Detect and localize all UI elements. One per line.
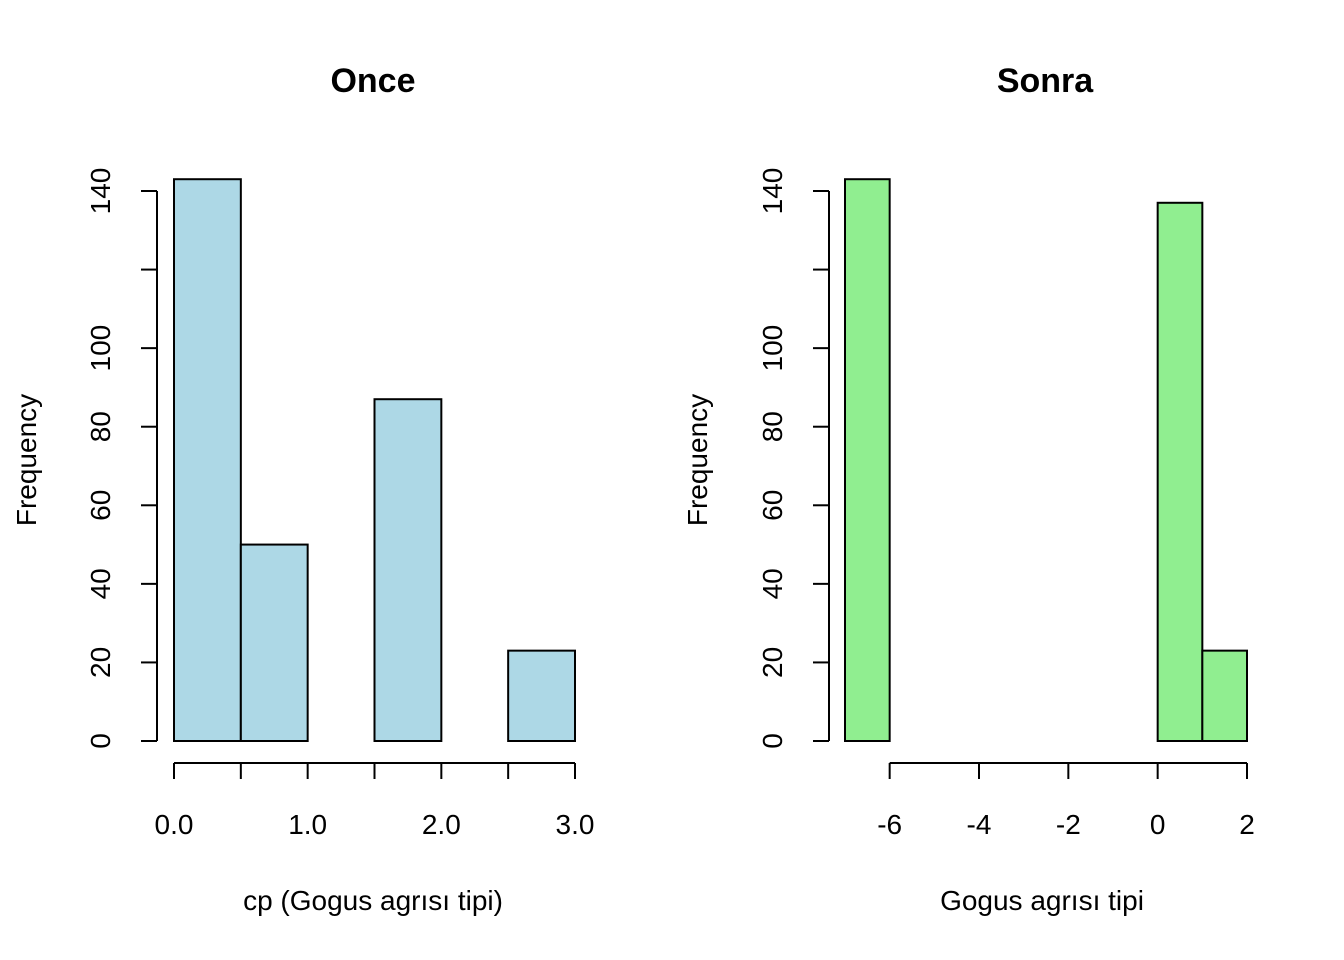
- x-tick-label: 0.0: [155, 809, 194, 840]
- y-axis-label: Frequency: [682, 394, 713, 526]
- x-tick-label: -2: [1056, 809, 1081, 840]
- y-tick-label: 20: [85, 647, 116, 678]
- histogram-bar: [507, 649, 576, 743]
- chart-title: Sonra: [997, 62, 1094, 100]
- y-axis: 0 20 40 60 80 100 140: [85, 168, 158, 749]
- y-axis: 0 20 40 60 80 100 140: [757, 168, 830, 749]
- x-axis-label: Gogus agrısı tipi: [940, 885, 1144, 916]
- x-axis: 0.0 1.0 2.0 3.0: [155, 762, 595, 840]
- x-tick-label: 2: [1239, 809, 1255, 840]
- x-tick-label: -6: [877, 809, 902, 840]
- y-tick-label: 40: [757, 568, 788, 599]
- y-tick-label: 100: [757, 325, 788, 372]
- x-axis: -6 -4 -2 0 2: [877, 762, 1255, 840]
- y-tick-label: 60: [85, 490, 116, 521]
- bars: [844, 178, 1249, 743]
- x-tick-label: 1.0: [288, 809, 327, 840]
- y-tick-label: 0: [85, 733, 116, 749]
- x-tick-label: 0: [1150, 809, 1166, 840]
- x-tick-label: -4: [967, 809, 992, 840]
- y-tick-label: 20: [757, 647, 788, 678]
- y-axis-label: Frequency: [11, 394, 42, 526]
- y-tick-label: 140: [85, 168, 116, 215]
- y-tick-label: 80: [85, 411, 116, 442]
- histogram-bar: [373, 398, 443, 742]
- histogram-panel-sonra: Sonra Gogus agrısı tipi Frequency 020406…: [682, 62, 1255, 916]
- histogram-bar: [239, 543, 309, 742]
- y-tick-label: 100: [85, 325, 116, 372]
- chart-title: Once: [330, 62, 415, 100]
- x-tick-label: 2.0: [422, 809, 461, 840]
- histogram-panel-once: Once cp (Gogus agrısı tipi) Frequency 0 2…: [11, 62, 594, 916]
- x-axis-label: cp (Gogus agrısı tipi): [243, 885, 503, 916]
- histogram-bar: [1201, 649, 1249, 743]
- histogram-bar: [1156, 201, 1204, 743]
- y-tick-label: 40: [85, 568, 116, 599]
- y-tick-label: 0: [757, 733, 788, 749]
- histogram-bar: [173, 178, 242, 742]
- y-tick-label: 140: [757, 168, 788, 215]
- y-tick-label: 80: [757, 411, 788, 442]
- bars: [173, 178, 576, 743]
- histogram-bar: [844, 178, 891, 742]
- x-tick-label: 3.0: [556, 809, 595, 840]
- y-tick-label: 60: [757, 490, 788, 521]
